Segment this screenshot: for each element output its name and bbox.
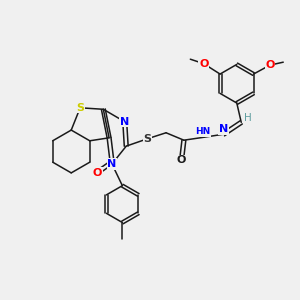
Text: S: S	[76, 103, 84, 113]
Text: O: O	[199, 59, 208, 69]
Text: O: O	[265, 60, 274, 70]
Text: N: N	[120, 117, 129, 127]
Text: N: N	[219, 124, 228, 134]
Text: O: O	[92, 168, 102, 178]
Text: O: O	[177, 155, 186, 165]
Text: S: S	[144, 134, 152, 144]
Text: N: N	[107, 159, 117, 169]
Text: HN: HN	[195, 128, 210, 136]
Text: H: H	[244, 113, 252, 123]
